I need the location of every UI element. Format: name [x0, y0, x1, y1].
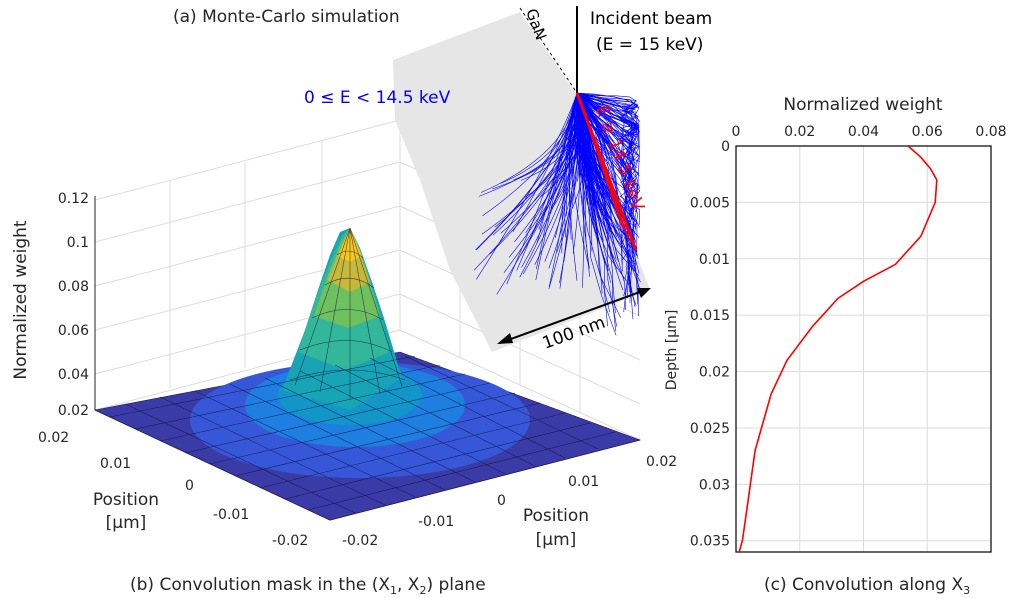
line-chart: 0 0.02 0.04 0.06 0.08 0 0.005 0.01 0.015 0.02 0.02…	[690, 124, 1007, 553]
y-tick-label: 0.01	[568, 474, 599, 490]
y-tick-label: 0.015	[690, 308, 730, 324]
high-energy-trajectories	[575, 92, 638, 251]
x-tick-label: 0.06	[912, 124, 943, 140]
y-tick-label: 0	[497, 493, 506, 509]
scale-bar	[499, 288, 649, 344]
line-chart-y-label: Depth [µm]	[664, 310, 680, 391]
x-axis-label-line2: [µm]	[106, 513, 147, 533]
z-tick-label: 0.04	[58, 367, 89, 383]
y-tick-label: 0	[721, 139, 730, 155]
y-tick-label: 0.005	[690, 195, 730, 211]
z-tick-label: 0.1	[67, 235, 89, 251]
x-axis-ticks: 0.02 0.01 0 -0.01 -0.02	[38, 430, 308, 549]
gan-substrate	[393, 12, 650, 352]
y-axis-label-line2: [µm]	[536, 530, 577, 550]
z-tick-label: 0.06	[58, 323, 89, 339]
y-axis-ticks: -0.02 -0.01 0 0.01 0.02	[342, 454, 677, 549]
gan-surface-line	[519, 7, 578, 94]
x-tick-label: 0.02	[784, 124, 815, 140]
monte-carlo-inset	[393, 6, 651, 352]
y-axis-label-line1: Position	[523, 506, 589, 526]
low-energy-label: 0 ≤ E < 14.5 keV	[304, 88, 451, 108]
x-tick-label: 0.02	[38, 430, 69, 446]
surface-mesh	[94, 227, 642, 521]
panel-b-caption: (b) Convolution mask in the (X1, X2) pla…	[130, 575, 486, 597]
z-tick-label: 0.08	[58, 279, 89, 295]
x-tick-label: 0.08	[975, 124, 1006, 140]
z-axis-ticks: 0.02 0.04 0.06 0.08 0.1 0.12	[58, 191, 89, 419]
y-tick-label: 0.02	[699, 365, 730, 381]
low-energy-trajectories	[473, 92, 642, 336]
y-tick-label: 0.025	[690, 421, 730, 437]
beam-energy-label: (E = 15 keV)	[596, 35, 703, 55]
line-chart-x-label: Normalized weight	[783, 95, 942, 115]
x-tick-label: -0.01	[213, 507, 249, 523]
x-axis-label-line1: Position	[93, 490, 159, 510]
panel-a-caption: (a) Monte-Carlo simulation	[173, 7, 400, 27]
y-tick-label: 0.01	[699, 252, 730, 268]
z-axis-label: Normalized weight	[11, 220, 31, 379]
z-tick-label: 0.12	[58, 191, 89, 207]
x-tick-label: 0	[732, 124, 741, 140]
line-chart-frame	[735, 145, 992, 553]
y-tick-label: 0.03	[699, 477, 730, 493]
z-tick-label: 0.02	[58, 403, 89, 419]
y-tick-label: -0.02	[342, 533, 378, 549]
scale-arrow-left	[497, 333, 513, 344]
x-tick-label: 0.04	[848, 124, 879, 140]
beam-label: Incident beam	[590, 9, 712, 29]
x-tick-label: -0.02	[272, 533, 308, 549]
series-line	[738, 146, 938, 552]
scale-arrow-right	[637, 288, 651, 298]
x-tick-label: 0.01	[100, 456, 131, 472]
y-tick-label: -0.01	[418, 514, 454, 530]
y-tick-label: 0.02	[646, 454, 677, 470]
panel-c-caption: (c) Convolution along X3	[764, 575, 970, 597]
x-tick-label: 0	[185, 478, 194, 494]
y-tick-label: 0.035	[690, 534, 730, 550]
